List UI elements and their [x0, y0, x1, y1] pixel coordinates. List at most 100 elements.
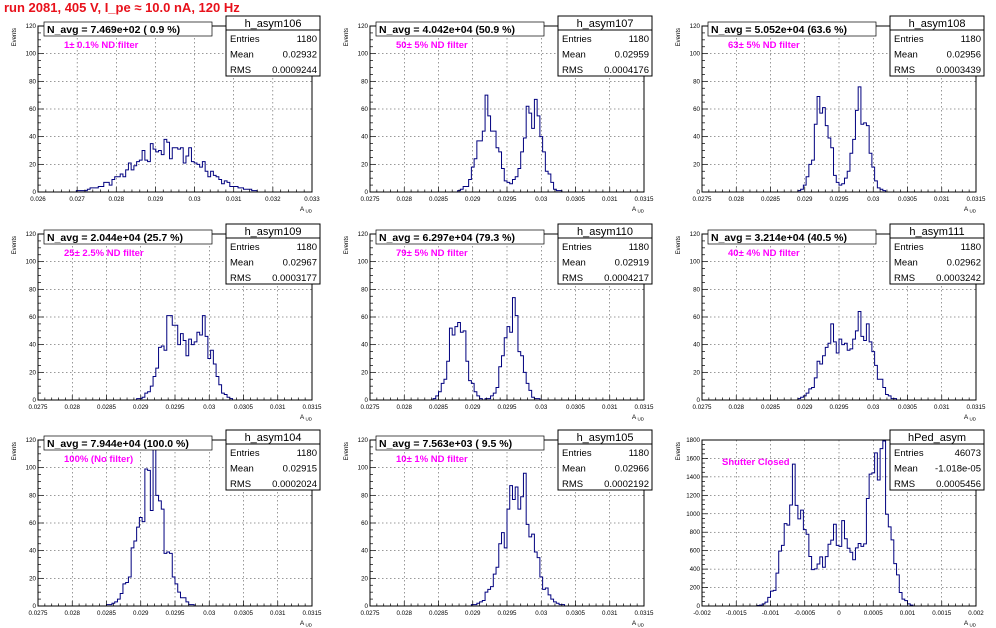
x-tick-label: 0.0295 [166, 404, 185, 411]
y-tick-label: 0 [365, 603, 369, 610]
y-tick-label: 0 [365, 397, 369, 404]
y-tick-label: 120 [690, 231, 701, 238]
histogram-name: h_asym110 [577, 226, 633, 238]
x-tick-label: 0.031 [602, 196, 618, 203]
stats-rms-value: 0.0003242 [936, 273, 981, 284]
x-axis-label: A UD [632, 414, 645, 422]
x-tick-label: 0.0285 [761, 196, 780, 203]
stats-mean-value: 0.02959 [615, 50, 649, 61]
stats-entries-value: 1180 [961, 242, 981, 253]
navg-box-frame [375, 229, 545, 245]
y-tick-label: 0 [33, 397, 37, 404]
stats-entries-label: Entries [894, 242, 924, 253]
navg-box-frame [43, 229, 213, 245]
y-axis-ticks [702, 25, 708, 193]
y-tick-label: 40 [29, 342, 36, 349]
stats-entries-label: Entries [894, 448, 924, 459]
stats-mean-value: 0.02932 [283, 50, 317, 61]
y-axis-label: Events [676, 442, 682, 460]
y-tick-label: 20 [361, 575, 368, 582]
stats-rms-label: RMS [230, 479, 251, 490]
histogram-pad-hped-asym: -0.002 -0.0015 -0.001 -0.0005 0 0.0005 0.001 0.… [676, 429, 985, 628]
y-axis-ticks [38, 233, 44, 401]
y-tick-label: 60 [361, 314, 368, 321]
x-tick-label: 0.031 [934, 404, 950, 411]
x-tick-label: 0.032 [265, 196, 281, 203]
x-tick-label: 0.0305 [898, 196, 917, 203]
x-tick-label: 0.028 [65, 404, 81, 411]
stats-mean-value: 0.02962 [947, 258, 981, 269]
y-tick-label: 40 [361, 134, 368, 141]
navg-text: N_avg = 7.563e+03 ( 9.5 %) [379, 438, 512, 450]
y-tick-label: 1400 [686, 474, 700, 481]
x-tick-label: 0.028 [397, 196, 413, 203]
y-tick-label: 60 [361, 106, 368, 113]
stats-entries-value: 46073 [955, 448, 981, 459]
x-tick-label: -0.0015 [726, 610, 748, 617]
histogram-pad-h-asym111: 0.0275 0.028 0.0285 0.029 0.0295 0.03 0.0305 0.… [676, 223, 986, 422]
x-tick-label: 0.0275 [693, 196, 712, 203]
y-tick-label: 100 [690, 259, 701, 266]
histogram-pad-h-asym104: 0.0275 0.028 0.0285 0.029 0.0295 0.03 0.0305 0.… [12, 429, 322, 628]
x-tick-label: 0.0295 [830, 404, 849, 411]
x-tick-label: 0.0305 [566, 196, 585, 203]
histogram-pad-h-asym106: 0.026 0.027 0.028 0.029 0.03 0.031 0.032 0.033 0… [12, 15, 321, 214]
x-tick-label: 0.001 [900, 610, 916, 617]
navg-text: N_avg = 6.297e+04 (79.3 %) [379, 232, 515, 244]
x-tick-label: 0.0275 [29, 404, 48, 411]
x-tick-label: 0.03 [535, 610, 548, 617]
y-axis-ticks [38, 25, 44, 193]
navg-box-frame [43, 21, 213, 37]
stats-mean-value: 0.02956 [947, 50, 981, 61]
x-tick-label: 0.031 [602, 404, 618, 411]
histogram-line [370, 94, 644, 193]
x-tick-label: 0.0285 [429, 196, 448, 203]
y-tick-label: 0 [697, 189, 701, 196]
stats-rms-value: 0.0002192 [604, 479, 649, 490]
x-tick-label: 0.031 [270, 610, 286, 617]
y-tick-label: 100 [26, 259, 37, 266]
x-tick-label: 0.0315 [303, 610, 322, 617]
histogram-name: hPed_asym [908, 432, 966, 444]
y-tick-label: 800 [690, 529, 701, 536]
y-tick-label: 40 [361, 548, 368, 555]
stats-rms-label: RMS [230, 65, 251, 76]
navg-text: N_avg = 7.944e+04 (100.0 %) [47, 438, 189, 450]
histogram-line [702, 440, 976, 607]
stats-entries-label: Entries [230, 448, 260, 459]
y-tick-label: 40 [29, 548, 36, 555]
histogram-name: h_asym111 [909, 226, 964, 238]
stats-rms-label: RMS [894, 479, 915, 490]
filter-annotation: 79± 5% ND filter [396, 248, 468, 259]
x-axis-label: A UD [964, 414, 977, 422]
stats-rms-value: 0.0002024 [272, 479, 317, 490]
y-tick-label: 40 [361, 342, 368, 349]
x-tick-label: 0.0015 [932, 610, 951, 617]
y-tick-label: 40 [29, 134, 36, 141]
x-tick-label: 0.0315 [303, 404, 322, 411]
x-axis-label: A UD [300, 414, 313, 422]
x-tick-label: 0.027 [69, 196, 85, 203]
histogram-pad-h-asym107: 0.0275 0.028 0.0285 0.029 0.0295 0.03 0.0305 0.… [344, 15, 654, 214]
filter-annotation: 40± 4% ND filter [728, 248, 800, 259]
x-tick-label: 0.0275 [361, 196, 380, 203]
stats-entries-label: Entries [562, 242, 592, 253]
x-tick-label: 0.03 [189, 196, 202, 203]
x-tick-label: 0.0315 [635, 196, 654, 203]
y-tick-label: 80 [361, 78, 368, 85]
x-tick-label: 0.031 [934, 196, 950, 203]
stats-mean-label: Mean [894, 50, 918, 61]
x-tick-label: 0.028 [397, 610, 413, 617]
y-tick-label: 1000 [686, 511, 700, 518]
stats-box [889, 429, 985, 491]
histogram-line [370, 297, 644, 401]
stats-entries-label: Entries [230, 34, 260, 45]
filter-annotation: 10± 1% ND filter [396, 454, 468, 465]
x-tick-label: 0.029 [465, 404, 481, 411]
x-axis-label: A UD [964, 620, 977, 628]
grid [702, 440, 976, 606]
x-tick-label: 0.029 [133, 610, 149, 617]
y-axis-label: Events [676, 28, 682, 46]
y-tick-label: 100 [26, 51, 37, 58]
